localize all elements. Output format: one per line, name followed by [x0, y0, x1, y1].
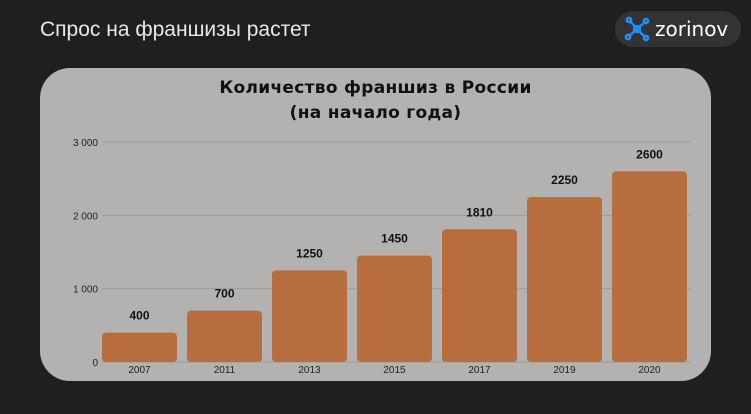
bar-2019 [527, 197, 602, 362]
data-label: 1250 [296, 246, 323, 260]
bar-2015 [357, 255, 432, 362]
y-tick-label: 3 000 [73, 138, 98, 149]
data-label: 700 [214, 287, 234, 301]
chart-title: Количество франшиз в России (на начало г… [40, 76, 711, 126]
x-tick-label: 2013 [298, 365, 321, 376]
slide-title: Спрос на франшизы растет [40, 18, 311, 41]
molecule-icon [624, 16, 650, 42]
x-tick-label: 2007 [128, 365, 151, 376]
bar-2013 [272, 270, 347, 362]
y-tick-label: 2 000 [73, 211, 98, 222]
data-label: 2250 [551, 173, 578, 187]
chart-card: Количество франшиз в России (на начало г… [40, 68, 711, 381]
data-label: 1810 [466, 205, 493, 219]
data-label: 2600 [636, 147, 663, 161]
x-tick-label: 2015 [383, 365, 406, 376]
logo-text: zorinov [655, 17, 729, 41]
y-tick-label: 0 [92, 358, 98, 369]
bar-2017 [442, 229, 517, 362]
bar-2020 [612, 171, 687, 362]
bar-2007 [102, 332, 177, 362]
bar-chart: 0 1 000 2 000 3 000 400 2007 700 2011 1250 2013 14… [73, 138, 690, 376]
bar-2011 [187, 310, 262, 362]
data-label: 400 [129, 309, 149, 323]
data-label: 1450 [381, 232, 408, 246]
chart-title-line1: Количество франшиз в России [219, 78, 532, 98]
x-tick-label: 2019 [553, 365, 576, 376]
x-tick-label: 2017 [468, 365, 491, 376]
logo: zorinov [615, 11, 741, 47]
y-tick-label: 1 000 [73, 285, 98, 296]
x-tick-label: 2020 [638, 365, 661, 376]
chart-title-line2: (на начало года) [289, 103, 462, 123]
x-tick-label: 2011 [214, 365, 236, 376]
